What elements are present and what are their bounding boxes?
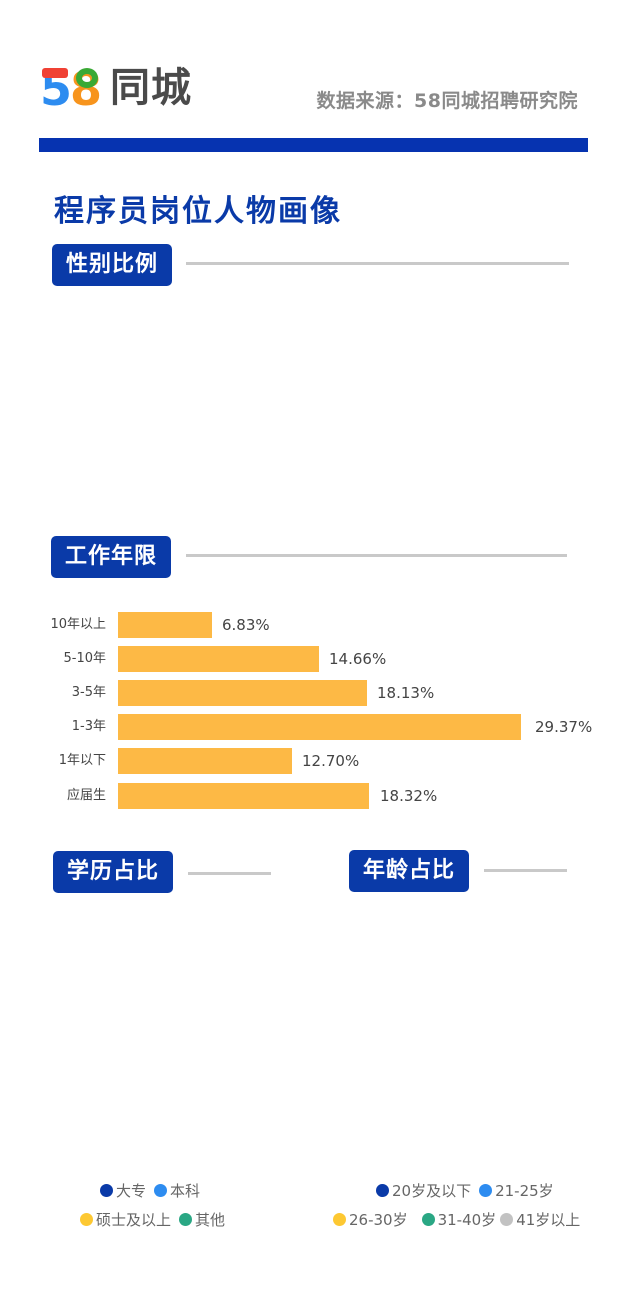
- section-divider-education: [188, 872, 271, 875]
- bar-row: 1年以下 12.70%: [0, 748, 640, 774]
- legend-label: 本科: [170, 1182, 201, 1200]
- bar-category-label: 5-10年: [63, 651, 106, 666]
- legend-row: 26-30岁 31-40岁 41岁以上: [333, 1209, 588, 1230]
- bar-category-label: 10年以上: [50, 617, 106, 632]
- section-tag-age: 年龄占比: [349, 850, 470, 892]
- 58-tongcheng-logo: 5 8 同城: [40, 62, 192, 114]
- bar: [118, 612, 212, 638]
- legend-dot-icon: [80, 1213, 93, 1226]
- bar: [118, 714, 521, 740]
- bar: [118, 748, 292, 774]
- section-tag-experience: 工作年限: [51, 536, 172, 578]
- legend-label: 硕士及以上: [96, 1211, 172, 1229]
- bar-category-label: 1-3年: [71, 719, 106, 734]
- bar-row: 1-3年 29.37%: [0, 714, 640, 740]
- legend-dot-icon: [500, 1213, 514, 1226]
- legend-dot-icon: [421, 1213, 435, 1226]
- logo-mark-icon: 5 8: [40, 62, 106, 114]
- legend-dot-icon: [154, 1184, 168, 1197]
- legend-label: 21-25岁: [495, 1182, 554, 1200]
- legend-dot-icon: [100, 1184, 113, 1197]
- section-tag-education: 学历占比: [53, 851, 174, 893]
- legend-row: 20岁及以下 21-25岁: [376, 1180, 562, 1201]
- bar-row: 应届生 18.32%: [0, 783, 640, 809]
- bar-row: 5-10年 14.66%: [0, 646, 640, 672]
- legend-label: 其他: [195, 1211, 226, 1229]
- legend-item: 20岁及以下: [376, 1180, 471, 1201]
- page-title: 程序员岗位人物画像: [54, 194, 342, 229]
- legend-item: 大专: [100, 1180, 146, 1201]
- legend-row: 大专 本科: [100, 1180, 208, 1201]
- bar: [118, 646, 319, 672]
- header-divider-bar: [39, 138, 588, 152]
- bar-value-label: 12.70%: [302, 752, 360, 770]
- bar: [118, 783, 369, 809]
- legend-label: 41岁以上: [516, 1211, 581, 1229]
- legend-item: 硕士及以上: [80, 1209, 171, 1230]
- bar-value-label: 18.32%: [380, 787, 438, 805]
- bar-value-label: 29.37%: [535, 718, 593, 736]
- legend-label: 31-40岁: [437, 1211, 497, 1229]
- bar-value-label: 18.13%: [377, 684, 435, 702]
- bar-value-label: 6.83%: [222, 616, 270, 634]
- legend-label: 大专: [116, 1182, 147, 1200]
- legend-item: 26-30岁: [333, 1209, 408, 1230]
- logo-green-ring: [76, 68, 98, 88]
- bar-category-label: 应届生: [66, 788, 106, 803]
- legend-dot-icon: [179, 1213, 193, 1226]
- legend-item: 其他: [179, 1209, 225, 1230]
- bar-row: 10年以上 6.83%: [0, 612, 640, 638]
- bar: [118, 680, 367, 706]
- legend-item: 21-25岁: [479, 1180, 554, 1201]
- legend-row: 硕士及以上 其他: [80, 1209, 233, 1230]
- bar-row: 3-5年 18.13%: [0, 680, 640, 706]
- section-divider-gender: [186, 262, 569, 265]
- bar-category-label: 1年以下: [58, 753, 106, 768]
- bar-category-label: 3-5年: [71, 685, 106, 700]
- section-divider-age: [484, 869, 567, 872]
- bar-value-label: 14.66%: [329, 650, 387, 668]
- legend-dot-icon: [333, 1213, 346, 1226]
- legend-item: 41岁以上: [500, 1209, 580, 1230]
- legend-dot-icon: [479, 1184, 493, 1197]
- legend-dot-icon: [376, 1184, 389, 1197]
- section-divider-experience: [186, 554, 567, 557]
- logo-red-stroke: [42, 68, 68, 78]
- logo-text: 同城: [110, 65, 192, 111]
- data-source-label: 数据来源：58同城招聘研究院: [316, 90, 578, 112]
- legend-item: 本科: [154, 1180, 200, 1201]
- legend-label: 20岁及以下: [392, 1182, 472, 1200]
- section-tag-gender: 性别比例: [52, 244, 173, 286]
- legend-label: 26-30岁: [349, 1211, 408, 1229]
- legend-item: 31-40岁: [421, 1209, 497, 1230]
